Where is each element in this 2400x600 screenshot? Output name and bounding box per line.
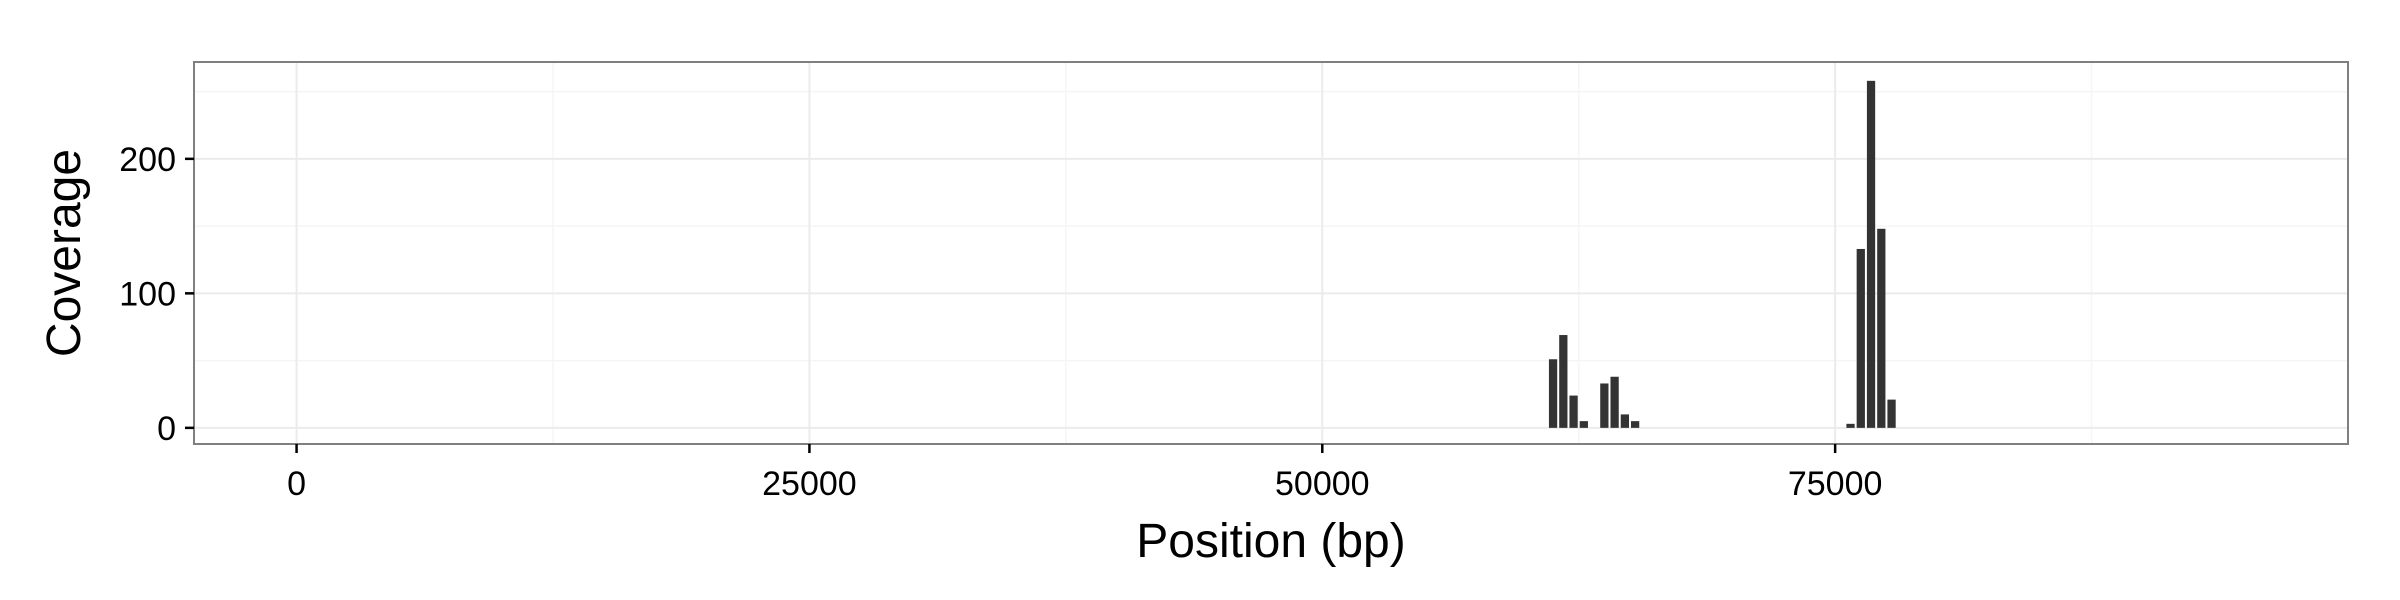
bar [1600, 383, 1609, 428]
bar [1877, 228, 1886, 428]
y-axis: 0 100 200 [119, 141, 194, 448]
bar [1620, 414, 1629, 428]
y-axis-title: Coverage [38, 149, 91, 357]
bar [1866, 80, 1876, 428]
bar [1579, 421, 1588, 428]
x-tick-label: 75000 [1788, 465, 1883, 503]
y-tick-label: 100 [119, 275, 176, 313]
bar [1846, 423, 1855, 428]
bar [1631, 421, 1640, 428]
x-tick-label: 0 [287, 465, 306, 503]
y-tick-label: 200 [119, 141, 176, 179]
x-tick-label: 50000 [1275, 465, 1370, 503]
x-axis: 0 25000 50000 75000 [287, 444, 1882, 503]
bar [1559, 335, 1568, 428]
bar-series [1548, 80, 1896, 428]
bar [1856, 248, 1865, 428]
bar [1548, 359, 1558, 428]
plot-panel-border [193, 61, 2349, 445]
x-tick-label: 25000 [762, 465, 857, 503]
bar [1610, 376, 1619, 428]
y-tick-label: 0 [157, 410, 176, 448]
grid-lines [194, 62, 2348, 444]
x-axis-title: Position (bp) [1136, 515, 1405, 568]
bar [1569, 395, 1578, 428]
plot-background [194, 62, 2348, 444]
bar [1887, 399, 1896, 428]
